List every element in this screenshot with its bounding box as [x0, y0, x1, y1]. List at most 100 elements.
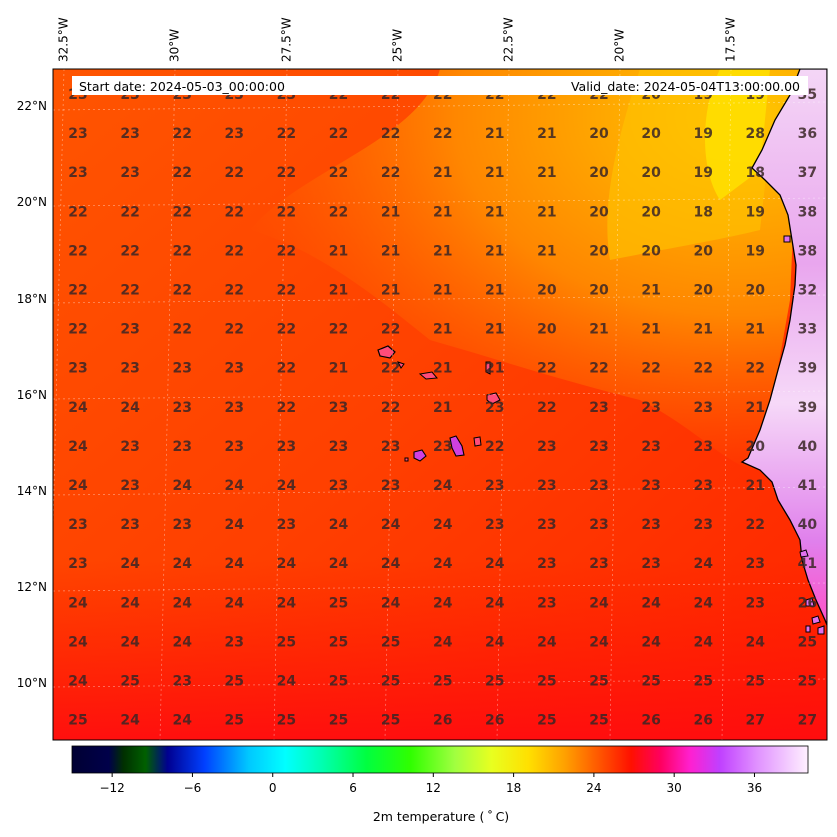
- temperature-value: 19: [746, 204, 765, 220]
- temperature-value: 24: [693, 634, 713, 650]
- temperature-value: 23: [172, 439, 191, 455]
- temperature-value: 22: [277, 243, 296, 259]
- temperature-value: 23: [120, 517, 139, 533]
- temperature-value: 22: [225, 283, 244, 299]
- temperature-value: 21: [433, 204, 452, 220]
- temperature-value: 33: [798, 322, 817, 338]
- temperature-value: 23: [68, 517, 87, 533]
- temperature-value: 25: [798, 634, 817, 650]
- colorbar-tick-label: 36: [747, 781, 762, 795]
- temperature-value: 24: [172, 713, 192, 729]
- colorbar-label: 2m temperature ( ˚ C): [373, 809, 509, 824]
- temperature-value: 23: [537, 517, 556, 533]
- temperature-value: 23: [537, 595, 556, 611]
- temperature-value: 21: [746, 478, 765, 494]
- temperature-value: 25: [277, 713, 296, 729]
- temperature-value: 22: [68, 283, 87, 299]
- temperature-value: 22: [225, 243, 244, 259]
- colorbar-tick-label: −12: [99, 781, 124, 795]
- temperature-value: 24: [225, 478, 245, 494]
- latitude-labels: 22°N 20°N 18°N 16°N 14°N 12°N 10°N: [17, 99, 47, 690]
- temperature-value: 20: [589, 126, 609, 142]
- temperature-value: 23: [225, 126, 244, 142]
- temperature-value: 23: [120, 439, 139, 455]
- temperature-value: 25: [589, 713, 608, 729]
- temperature-value: 26: [798, 595, 817, 611]
- temperature-value: 27: [798, 713, 817, 729]
- temperature-value: 24: [120, 713, 140, 729]
- island-sao-vicente: [397, 361, 405, 369]
- temperature-value: 22: [433, 126, 452, 142]
- temperature-value: 26: [641, 713, 660, 729]
- temperature-value: 24: [225, 556, 245, 572]
- temperature-value: 22: [68, 322, 87, 338]
- temperature-value: 23: [172, 517, 191, 533]
- temperature-value: 24: [693, 556, 713, 572]
- temperature-value: 20: [641, 204, 661, 220]
- temperature-value: 19: [746, 243, 765, 259]
- temperature-value: 24: [277, 674, 297, 690]
- temperature-value: 24: [277, 595, 297, 611]
- temperature-value: 20: [641, 165, 661, 181]
- africa-land: [740, 69, 827, 626]
- temperature-value: 21: [537, 243, 556, 259]
- start-date-text: Start date: 2024-05-03_00:00:00: [79, 79, 285, 94]
- temperature-value: 24: [68, 400, 88, 416]
- temperature-value: 22: [68, 243, 87, 259]
- longitude-label: 17.5°W: [724, 17, 738, 62]
- temperature-value: 23: [589, 400, 608, 416]
- temperature-value: 22: [225, 204, 244, 220]
- colorbar-tick-label: 6: [349, 781, 357, 795]
- temperature-value: 21: [329, 243, 348, 259]
- temperature-value: 23: [329, 478, 348, 494]
- temperature-value: 25: [485, 674, 504, 690]
- temperature-value: 23: [641, 556, 660, 572]
- temperature-value: 23: [641, 478, 660, 494]
- longitude-label: 27.5°W: [280, 17, 294, 62]
- temperature-value: 20: [589, 204, 609, 220]
- temperature-value: 23: [120, 361, 139, 377]
- temperature-value: 22: [277, 165, 296, 181]
- temperature-value: 25: [225, 713, 244, 729]
- temperature-value: 25: [329, 674, 348, 690]
- temperature-value: 23: [68, 126, 87, 142]
- longitude-label: 32.5°W: [57, 17, 71, 62]
- temperature-value: 22: [120, 243, 139, 259]
- temperature-value: 22: [172, 283, 191, 299]
- temperature-value: 23: [120, 126, 139, 142]
- temperature-value: 21: [433, 165, 452, 181]
- temperature-value: 22: [329, 204, 348, 220]
- temperature-value: 25: [381, 713, 400, 729]
- temperature-value: 23: [589, 517, 608, 533]
- temperature-value: 25: [120, 674, 139, 690]
- temperature-value: 23: [693, 517, 712, 533]
- temperature-value: 21: [381, 243, 400, 259]
- temperature-value: 25: [693, 674, 712, 690]
- temperature-value: 24: [68, 674, 88, 690]
- temperature-value: 25: [433, 674, 452, 690]
- latitude-label: 22°N: [17, 99, 47, 113]
- temperature-value: 24: [120, 595, 140, 611]
- coastal-islets: [783, 235, 825, 635]
- temperature-value: 22: [641, 361, 660, 377]
- temperature-values-grid: 2323232323222222222222201919352323222322…: [68, 87, 817, 729]
- temperature-value: 24: [381, 595, 401, 611]
- island-boa-vista: [486, 392, 501, 405]
- temperature-value: 25: [798, 674, 817, 690]
- colorbar-tick-label: 18: [506, 781, 521, 795]
- temperature-value: 25: [329, 595, 348, 611]
- southern-warm-band: [53, 560, 827, 740]
- temperature-value: 23: [68, 361, 87, 377]
- temperature-value: 23: [277, 439, 296, 455]
- temperature-value: 21: [485, 283, 504, 299]
- temperature-value: 22: [329, 165, 348, 181]
- temperature-value: 24: [329, 556, 349, 572]
- temperature-value: 23: [381, 478, 400, 494]
- temperature-value: 21: [485, 361, 504, 377]
- colorbar: [71, 745, 809, 774]
- colorbar-tick-label: 0: [269, 781, 277, 795]
- temperature-value: 21: [433, 322, 452, 338]
- temperature-value: 20: [693, 243, 713, 259]
- temperature-value: 23: [641, 400, 660, 416]
